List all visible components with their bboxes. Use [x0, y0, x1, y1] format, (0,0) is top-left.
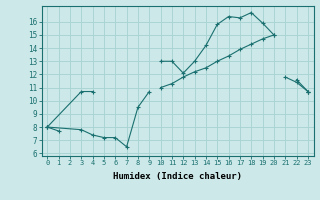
X-axis label: Humidex (Indice chaleur): Humidex (Indice chaleur) [113, 172, 242, 181]
